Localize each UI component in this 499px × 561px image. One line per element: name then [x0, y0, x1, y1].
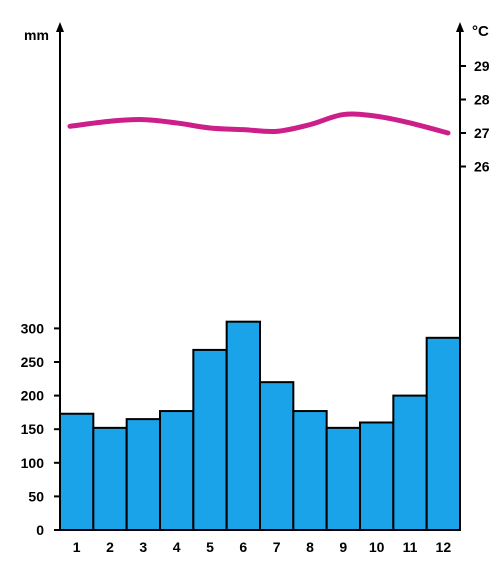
x-tick-label-3: 3 — [139, 539, 147, 555]
rainfall-bar-2 — [92, 426, 128, 531]
rainfall-bar-10 — [359, 421, 395, 532]
x-tick-label-9: 9 — [339, 539, 347, 555]
x-tick-label-1: 1 — [73, 539, 81, 555]
left-ticks: 0 50 100 150 200 250 300 — [21, 320, 60, 538]
right-tick-label-28: 28 — [474, 92, 490, 108]
x-tick-label-12: 12 — [436, 539, 452, 555]
rainfall-bar-5 — [192, 348, 228, 531]
x-tick-label-2: 2 — [106, 539, 114, 555]
rainfall-bar-12 — [425, 336, 461, 532]
left-tick-label-100: 100 — [21, 455, 45, 471]
left-tick-label-300: 300 — [21, 320, 45, 336]
x-tick-label-11: 11 — [403, 539, 418, 555]
right-ticks: 26 27 28 29 — [460, 58, 490, 175]
rainfall-bar-9 — [325, 426, 361, 531]
rainfall-bar-6 — [225, 320, 262, 531]
axes-layer: mm °C — [24, 22, 489, 531]
x-tick-label-8: 8 — [306, 539, 314, 555]
right-tick-label-26: 26 — [474, 159, 490, 175]
left-axis-unit: mm — [24, 27, 49, 43]
right-tick-label-27: 27 — [474, 125, 490, 141]
x-tick-label-4: 4 — [173, 539, 181, 555]
x-tick-label-6: 6 — [239, 539, 247, 555]
left-tick-label-250: 250 — [21, 354, 45, 370]
left-axis-arrow — [56, 22, 64, 32]
left-tick-label-200: 200 — [21, 388, 45, 404]
x-tick-label-5: 5 — [206, 539, 214, 555]
bars-layer — [59, 320, 461, 532]
rainfall-bar-7 — [259, 381, 295, 531]
x-ticks: 1 2 3 4 5 6 7 8 9 10 11 12 — [73, 539, 452, 555]
rainfall-bar-4 — [159, 410, 195, 531]
rainfall-bar-1 — [59, 412, 95, 531]
right-axis-unit: °C — [472, 23, 489, 40]
rainfall-bar-3 — [125, 418, 161, 531]
rainfall-bar-11 — [392, 394, 428, 531]
rainfall-bar-8 — [292, 410, 328, 531]
left-tick-label-0: 0 — [36, 522, 44, 538]
right-axis-arrow — [456, 22, 464, 32]
left-tick-label-50: 50 — [28, 488, 44, 504]
left-tick-label-150: 150 — [21, 421, 45, 437]
x-tick-label-7: 7 — [273, 539, 281, 555]
temperature-line — [67, 111, 451, 136]
x-tick-label-10: 10 — [369, 539, 385, 555]
right-tick-label-29: 29 — [474, 58, 490, 74]
